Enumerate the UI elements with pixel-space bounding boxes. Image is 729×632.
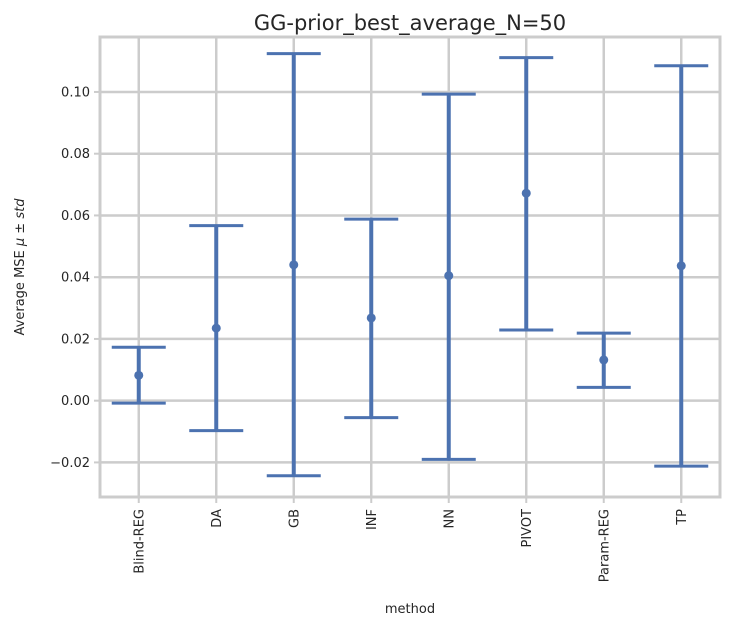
plot-frame: [98, 35, 722, 499]
chart-title: GG-prior_best_average_N=50: [254, 11, 566, 36]
x-tick-label: DA: [210, 509, 225, 528]
y-tick-label: 0.02: [61, 332, 90, 347]
mean-point: [211, 323, 221, 333]
x-tick-label: NN: [442, 509, 457, 528]
grid-layer: [100, 37, 720, 497]
x-tick-label: INF: [365, 509, 380, 530]
mean-point: [599, 355, 609, 365]
y-tick-label: 0.00: [61, 394, 90, 409]
x-tick-label: Param-REG: [597, 509, 612, 582]
y-axis-label-prefix: Average MSE: [13, 246, 28, 335]
y-tick-label: 0.04: [61, 271, 90, 286]
x-tick-label: PIVOT: [520, 509, 535, 548]
x-axis-label: method: [385, 602, 435, 617]
y-axis-ticks: −0.02 0.00 0.02 0.04 0.06 0.08 0.10: [50, 85, 100, 471]
error-bars: [111, 52, 709, 478]
y-tick-label: 0.06: [61, 209, 90, 224]
y-tick-label: 0.10: [61, 85, 90, 100]
mean-point: [676, 261, 686, 271]
y-tick-label: −0.02: [50, 456, 90, 471]
plot-border: [98, 35, 722, 499]
mean-points: [134, 188, 686, 380]
y-axis-label: Average MSE μ ± std: [13, 198, 28, 336]
y-axis-label-pm: ±: [13, 219, 28, 234]
mean-point: [366, 313, 376, 323]
mean-point: [289, 260, 299, 270]
mean-point: [444, 271, 454, 281]
x-tick-label: Blind-REG: [132, 509, 147, 574]
mean-point: [134, 370, 144, 380]
y-axis-label-mu: μ: [13, 238, 28, 247]
y-tick-label: 0.08: [61, 147, 90, 162]
x-axis-ticks: Blind-REG DA GB INF NN PIVOT Param-REG TP: [132, 497, 690, 582]
mean-point: [521, 188, 531, 198]
x-tick-label: GB: [287, 509, 302, 528]
x-tick-label: TP: [675, 509, 690, 526]
y-axis-label-std: std: [13, 198, 28, 219]
